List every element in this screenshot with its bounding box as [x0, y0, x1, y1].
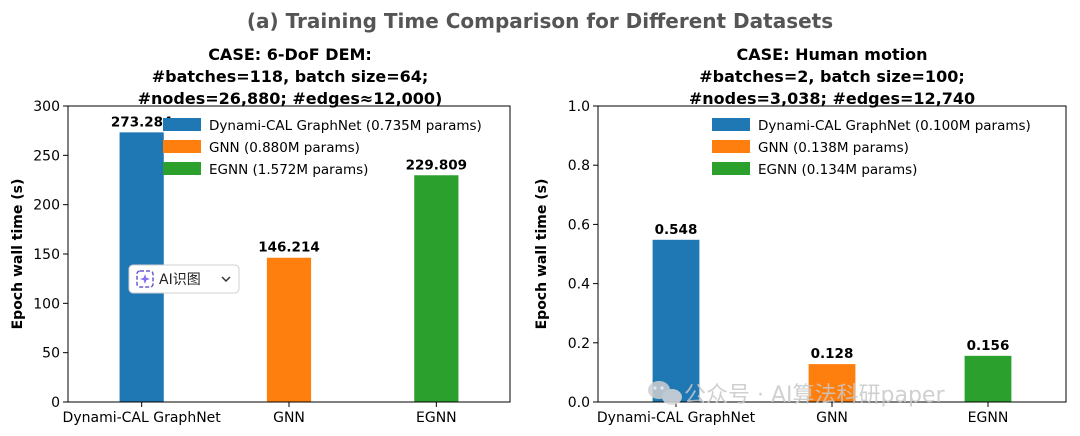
legend-swatch	[712, 118, 750, 131]
axis-title-line: #nodes=3,038; #edges=12,740	[689, 89, 975, 108]
axes-frame	[67, 105, 511, 403]
y-tick-label: 250	[33, 148, 60, 164]
sparkle-icon	[136, 270, 154, 288]
y-tick-label: 0.4	[568, 277, 590, 293]
axis-title-line: CASE: Human motion	[737, 45, 928, 64]
legend-swatch	[163, 162, 201, 175]
chart-6dof-dem: CASE: 6-DoF DEM: #batches=118, batch size…	[10, 45, 511, 426]
bar	[652, 239, 700, 402]
y-axis-label: Epoch wall time (s)	[534, 179, 550, 330]
y-tick-label: 0	[51, 395, 60, 411]
wechat-icon	[648, 381, 682, 405]
figure-title: (a) Training Time Comparison for Differe…	[247, 9, 833, 33]
legend-entry: Dynami-CAL GraphNet (0.100M params)	[758, 118, 1031, 134]
watermark: 公众号 · AI算法科研paper	[648, 381, 945, 408]
axis-title-line: CASE: 6-DoF DEM:	[208, 45, 372, 64]
y-tick-label: 1.0	[568, 99, 590, 115]
legend-entry: GNN (0.880M params)	[209, 140, 360, 156]
bar	[266, 257, 312, 402]
x-tick-label: GNN	[273, 410, 305, 426]
y-tick-label: 50	[42, 346, 60, 362]
y-tick-label: 150	[33, 247, 60, 263]
chart-human-motion: CASE: Human motion #batches=2, batch size…	[534, 45, 1067, 426]
y-axis-label: Epoch wall time (s)	[10, 179, 26, 330]
legend-entry: EGNN (1.572M params)	[209, 162, 368, 178]
axis-title-line: #nodes=26,880; #edges≈12,000)	[138, 89, 443, 108]
x-tick-label: Dynami-CAL GraphNet	[63, 410, 222, 426]
axis-title-line: #batches=118, batch size=64;	[152, 67, 429, 86]
legend-entry: Dynami-CAL GraphNet (0.735M params)	[209, 118, 482, 134]
y-tick-label: 300	[33, 99, 60, 115]
bar	[964, 355, 1012, 402]
bar	[808, 364, 856, 402]
legend-entry: GNN (0.138M params)	[758, 140, 909, 156]
data-label: 146.214	[258, 240, 320, 256]
legend-entry: EGNN (0.134M params)	[758, 162, 917, 178]
y-tick-label: 0.8	[568, 158, 590, 174]
x-tick-label: Dynami-CAL GraphNet	[597, 410, 756, 426]
chevron-down-icon	[221, 276, 231, 283]
y-tick-label: 200	[33, 198, 60, 214]
x-tick-label: GNN	[816, 410, 848, 426]
ai-button-label: AI识图	[159, 272, 201, 288]
x-tick-label: EGNN	[968, 410, 1009, 426]
watermark-text: 公众号 · AI算法科研paper	[684, 383, 945, 408]
y-tick-label: 0.6	[568, 217, 590, 233]
data-label: 0.156	[967, 338, 1010, 354]
y-tick-label: 100	[33, 296, 60, 312]
data-label: 273.284	[111, 114, 173, 130]
data-label: 0.548	[655, 222, 698, 238]
y-tick-label: 0.2	[568, 336, 590, 352]
legend-swatch	[712, 162, 750, 175]
data-label: 0.128	[811, 346, 854, 362]
legend-swatch	[712, 140, 750, 153]
y-tick-label: 0.0	[568, 395, 590, 411]
legend-swatch	[163, 140, 201, 153]
legend-swatch	[163, 118, 201, 131]
bar	[414, 175, 459, 402]
x-tick-label: EGNN	[416, 410, 457, 426]
axes-frame	[597, 105, 1067, 403]
data-label: 229.809	[406, 157, 468, 173]
ai-recognize-button[interactable]: AI识图	[128, 264, 240, 294]
axis-title-line: #batches=2, batch size=100;	[699, 67, 964, 86]
